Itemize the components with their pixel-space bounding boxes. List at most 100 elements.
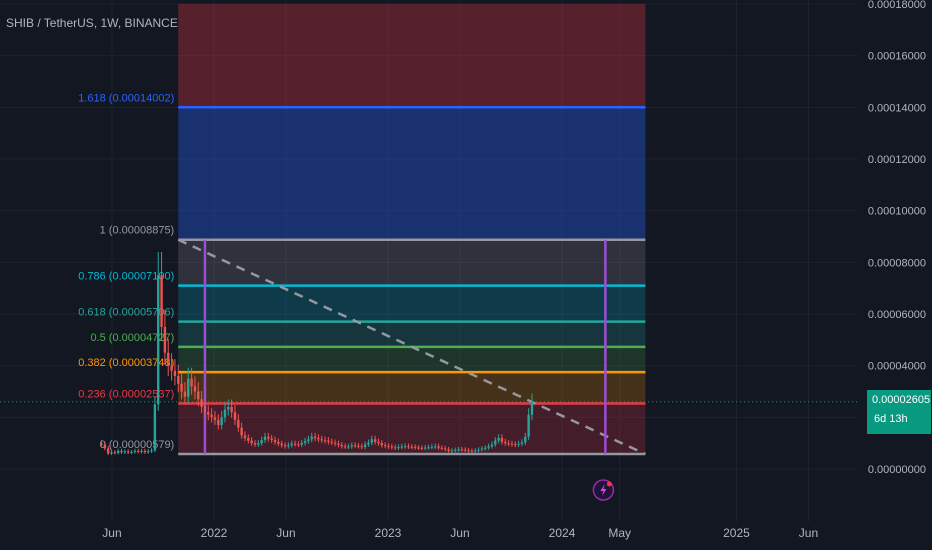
fib-level-label: 0.786 (0.00007100) bbox=[78, 271, 174, 283]
candle-body bbox=[233, 412, 237, 420]
candle-body bbox=[517, 443, 520, 445]
candle-body bbox=[210, 414, 213, 418]
candle-body bbox=[383, 445, 387, 447]
fib-band bbox=[178, 321, 646, 347]
candle-body bbox=[163, 326, 167, 353]
candle-body bbox=[157, 275, 160, 405]
candle-body bbox=[123, 451, 127, 453]
symbol-title[interactable]: SHIB / TetherUS, 1W, BINANCE bbox=[6, 16, 178, 30]
candle-body bbox=[444, 448, 447, 450]
trend-line[interactable] bbox=[177, 238, 646, 456]
price-axis-label: 0.00006000 bbox=[868, 309, 926, 321]
candle-body bbox=[106, 448, 110, 454]
time-axis-label: Jun bbox=[799, 526, 818, 540]
fib-level-label: 0.5 (0.00004727) bbox=[90, 332, 174, 344]
candle-body bbox=[437, 446, 440, 448]
candle-body bbox=[167, 352, 170, 366]
candle-body bbox=[474, 450, 477, 452]
candle-body bbox=[120, 450, 123, 453]
candle-body bbox=[267, 436, 270, 439]
candle-body bbox=[133, 450, 137, 452]
fib-level-label: 1.618 (0.00014002) bbox=[78, 92, 174, 104]
candle-body bbox=[320, 439, 323, 441]
candle-body bbox=[100, 443, 103, 445]
candle-body bbox=[510, 443, 514, 445]
price-axis-label: 0.00000000 bbox=[868, 464, 926, 476]
candle-body bbox=[367, 442, 370, 445]
vertical-markers[interactable] bbox=[203, 239, 607, 455]
candle-body bbox=[457, 449, 460, 451]
bar-countdown: 6d 13h bbox=[874, 413, 908, 425]
fib-band bbox=[178, 239, 646, 286]
time-axis-label: 2025 bbox=[723, 526, 750, 540]
fib-band bbox=[178, 285, 646, 322]
trend-line-group[interactable] bbox=[177, 238, 646, 456]
candle-body bbox=[450, 450, 454, 452]
candle-body bbox=[403, 446, 407, 448]
candle-body bbox=[137, 450, 140, 452]
candle-body bbox=[370, 439, 373, 443]
candle-body bbox=[340, 444, 343, 447]
fib-level-label: 0.382 (0.00003748) bbox=[78, 357, 174, 369]
fib-level-label: 0.618 (0.00005706) bbox=[78, 307, 174, 319]
candle-body bbox=[373, 439, 377, 442]
candle-body bbox=[350, 445, 353, 447]
candle-body bbox=[277, 441, 280, 444]
candle-body bbox=[393, 447, 397, 449]
candle-body bbox=[143, 450, 147, 453]
candle-body bbox=[126, 451, 130, 453]
lightning-event-icon[interactable] bbox=[592, 479, 615, 501]
candle-body bbox=[207, 412, 210, 415]
candle-body bbox=[287, 445, 290, 447]
candle-body bbox=[150, 450, 153, 452]
candle-body bbox=[170, 365, 173, 371]
price-axis-label: 0.00016000 bbox=[868, 51, 926, 63]
candle-body bbox=[433, 446, 437, 448]
candle-body bbox=[387, 446, 390, 448]
event-marker[interactable] bbox=[592, 479, 615, 501]
time-axis-label: Jun bbox=[276, 526, 295, 540]
candle-body bbox=[317, 438, 320, 440]
fib-band bbox=[178, 346, 646, 373]
candle-body bbox=[130, 451, 133, 453]
candle-body bbox=[110, 452, 113, 454]
candle-body bbox=[504, 441, 507, 444]
candle-body bbox=[153, 404, 157, 451]
candle-body bbox=[283, 445, 287, 447]
candle-body bbox=[337, 443, 340, 445]
candle-body bbox=[497, 438, 500, 441]
fib-level-label: 0 (0.00000579) bbox=[100, 439, 175, 451]
candle-body bbox=[247, 438, 250, 441]
candle-body bbox=[327, 440, 330, 442]
candle-body bbox=[524, 436, 527, 443]
candle-body bbox=[400, 446, 404, 448]
candle-body bbox=[187, 378, 190, 397]
candle-body bbox=[460, 449, 464, 451]
candle-body bbox=[430, 446, 434, 448]
time-axis-label: Jun bbox=[450, 526, 469, 540]
candle-body bbox=[217, 419, 220, 426]
candle-body bbox=[447, 449, 450, 451]
candle-body bbox=[180, 383, 183, 392]
candle-body bbox=[353, 445, 357, 447]
candle-body bbox=[200, 399, 203, 407]
candle-body bbox=[514, 444, 517, 446]
fib-band bbox=[178, 4, 646, 108]
fib-level-label: 0.236 (0.00002537) bbox=[78, 388, 174, 400]
candle-body bbox=[480, 448, 484, 450]
candle-body bbox=[116, 450, 120, 453]
candle-body bbox=[377, 441, 380, 444]
candle-body bbox=[177, 376, 180, 384]
time-axis-label: May bbox=[608, 526, 631, 540]
price-axis-label: 0.00014000 bbox=[868, 102, 926, 114]
time-axis-label: 2022 bbox=[201, 526, 228, 540]
chart-grid bbox=[0, 0, 858, 522]
time-axis-label: 2023 bbox=[375, 526, 402, 540]
candle-body bbox=[330, 441, 333, 443]
price-axis-label: 0.00008000 bbox=[868, 257, 926, 269]
candle-body bbox=[520, 442, 524, 444]
candle-body bbox=[147, 451, 150, 453]
time-axis[interactable]: Jun 2022 Jun 2023 Jun 2024 May 2025 Jun bbox=[102, 526, 818, 540]
price-axis-label: 0.00018000 bbox=[868, 0, 926, 11]
